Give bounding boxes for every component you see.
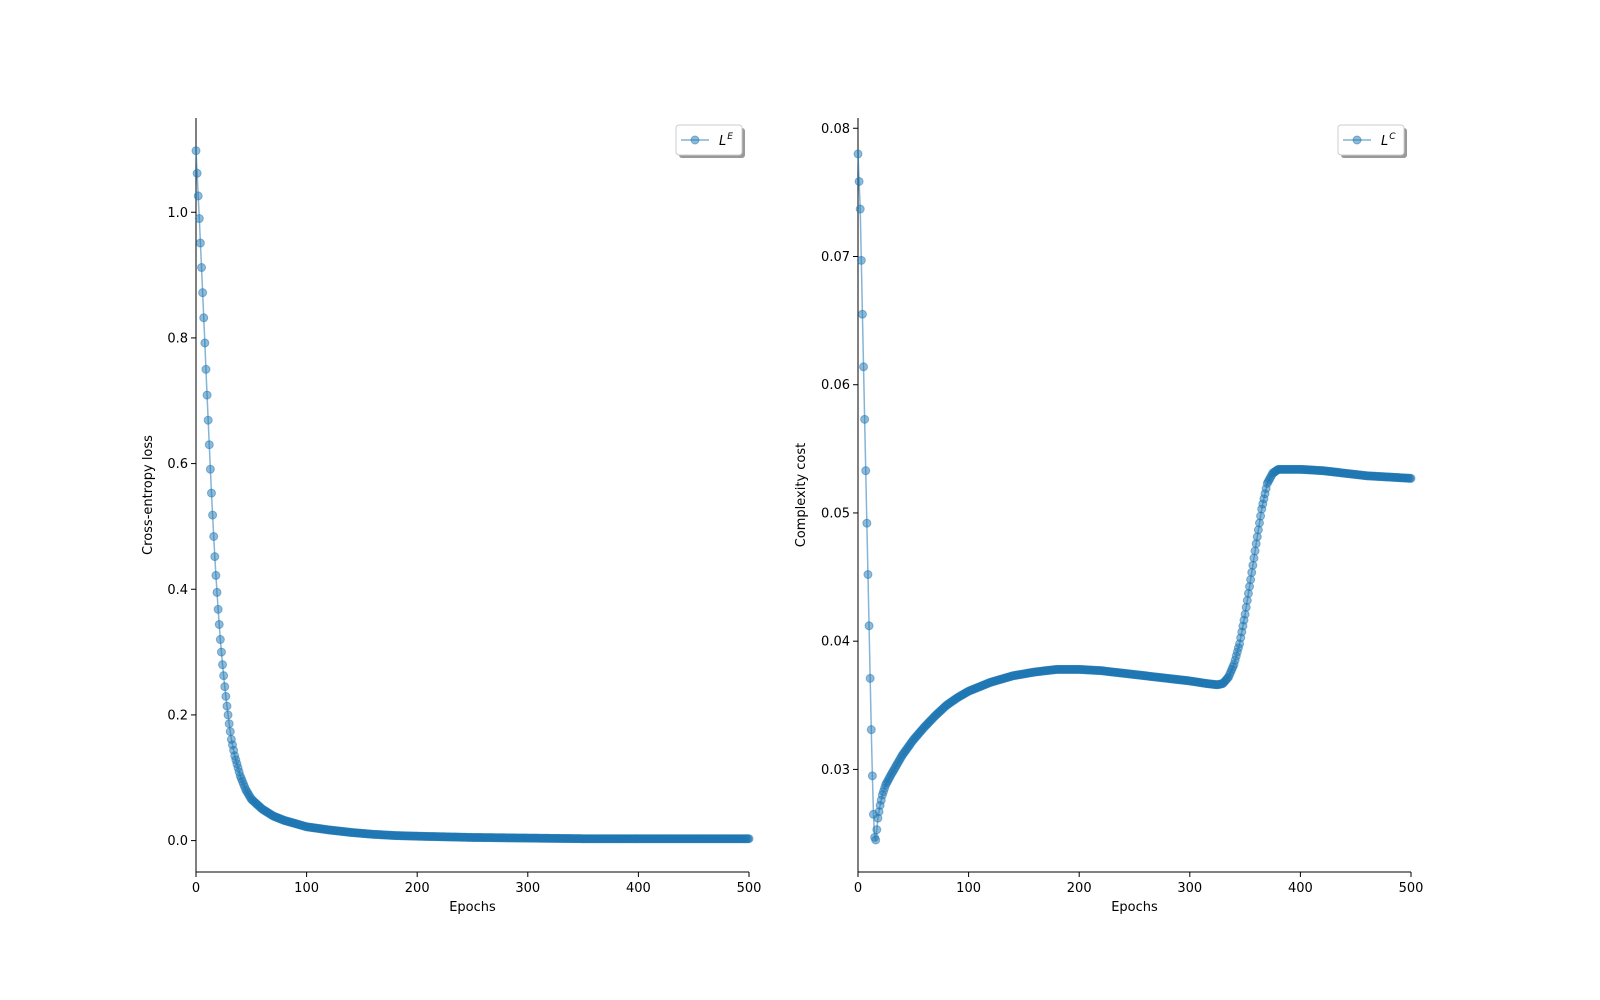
- legend-label: LE: [719, 132, 733, 149]
- series-line: [195, 150, 749, 840]
- data-point: [202, 390, 212, 400]
- x-axis-label: Epochs: [449, 900, 496, 915]
- legend-marker: [690, 135, 700, 145]
- data-point: [225, 727, 235, 737]
- chart-complexity-cost: 0 100 200 300 400 500 0.03 0.04 0.05 0.06 0.07 0.08…: [794, 118, 1423, 915]
- data-point: [210, 552, 220, 562]
- data-point: [223, 710, 233, 720]
- data-point: [193, 191, 203, 201]
- data-point: [864, 621, 874, 631]
- x-axis-label: Epochs: [1111, 900, 1158, 915]
- data-point: [1247, 567, 1257, 577]
- x-tick-label: 0: [854, 881, 862, 896]
- data-point: [216, 647, 226, 657]
- data-point: [861, 466, 871, 476]
- data-point: [857, 309, 867, 319]
- legend-label-base: L: [1381, 134, 1388, 149]
- data-point: [224, 719, 234, 729]
- x-tick-label: 300: [1177, 881, 1202, 896]
- data-point: [867, 771, 877, 781]
- x-tick-label: 200: [1067, 881, 1092, 896]
- data-point: [222, 701, 232, 711]
- legend-label-base: L: [719, 134, 726, 149]
- x-tick-label: 500: [1399, 881, 1424, 896]
- data-point: [197, 263, 207, 273]
- y-tick-label: 0.04: [821, 635, 850, 650]
- data-point: [211, 570, 221, 580]
- legend-label-superscript: C: [1389, 132, 1396, 142]
- data-point: [1246, 575, 1256, 585]
- data-point: [191, 146, 201, 156]
- data-point: [206, 488, 216, 498]
- data-point: [854, 176, 864, 186]
- data-point: [215, 635, 225, 645]
- legend-label-superscript: E: [727, 132, 733, 142]
- y-axis-label: Complexity cost: [794, 443, 809, 548]
- y-tick-label: 0.2: [167, 708, 188, 723]
- data-point: [866, 725, 876, 735]
- data-point: [195, 238, 205, 248]
- data-point: [212, 587, 222, 597]
- data-point: [863, 570, 873, 579]
- y-tick-label: 0.8: [167, 331, 188, 346]
- data-point: [214, 619, 224, 629]
- data-point: [218, 660, 228, 670]
- series-line: [857, 153, 1412, 843]
- y-axis-label: Cross-entropy loss: [141, 435, 156, 555]
- data-point: [204, 440, 214, 450]
- data-point: [220, 682, 230, 692]
- x-tick-label: 400: [1288, 881, 1313, 896]
- y-tick-label: 0.08: [821, 122, 850, 137]
- data-point: [213, 604, 223, 614]
- data-point: [205, 464, 215, 474]
- chart-cross-entropy: 0 100 200 300 400 500 0.0 0.2 0.4 0.6 0.8 1.0 Epochs…: [141, 118, 761, 915]
- data-point: [194, 214, 204, 224]
- data-point: [1248, 560, 1258, 570]
- y-tick-label: 0.0: [167, 834, 188, 849]
- data-point: [209, 531, 219, 541]
- y-tick-label: 1.0: [167, 206, 188, 221]
- data-point: [859, 362, 869, 372]
- data-point: [199, 313, 209, 323]
- data-point: [853, 149, 863, 159]
- y-tick-label: 0.03: [821, 763, 850, 778]
- data-point: [744, 834, 754, 844]
- data-point: [1250, 546, 1260, 556]
- y-tick-label: 0.06: [821, 378, 850, 393]
- data-point: [862, 518, 872, 528]
- data-point: [203, 415, 213, 425]
- x-tick-label: 100: [956, 881, 981, 896]
- data-point: [192, 168, 202, 178]
- legend-marker: [1352, 135, 1362, 145]
- data-point: [1249, 553, 1259, 563]
- x-tick-label: 200: [405, 881, 430, 896]
- data-point: [1406, 473, 1416, 483]
- data-point: [871, 835, 881, 845]
- data-point: [200, 338, 210, 348]
- data-point: [198, 288, 208, 298]
- data-point: [856, 255, 866, 265]
- x-tick-label: 300: [515, 881, 540, 896]
- x-tick-label: 100: [294, 881, 319, 896]
- data-point: [208, 510, 218, 520]
- data-point: [865, 673, 875, 683]
- x-tick-label: 400: [626, 881, 651, 896]
- y-tick-label: 0.07: [821, 250, 850, 265]
- data-point: [855, 204, 865, 214]
- data-point: [221, 691, 231, 701]
- y-tick-label: 0.05: [821, 506, 850, 521]
- legend-label: LC: [1381, 132, 1396, 149]
- data-point: [201, 364, 211, 374]
- data-point: [860, 414, 870, 424]
- data-point: [872, 825, 882, 835]
- y-tick-label: 0.4: [167, 583, 188, 598]
- x-tick-label: 500: [737, 881, 762, 896]
- y-tick-label: 0.6: [167, 457, 188, 472]
- x-tick-label: 0: [192, 881, 200, 896]
- data-point: [219, 671, 229, 681]
